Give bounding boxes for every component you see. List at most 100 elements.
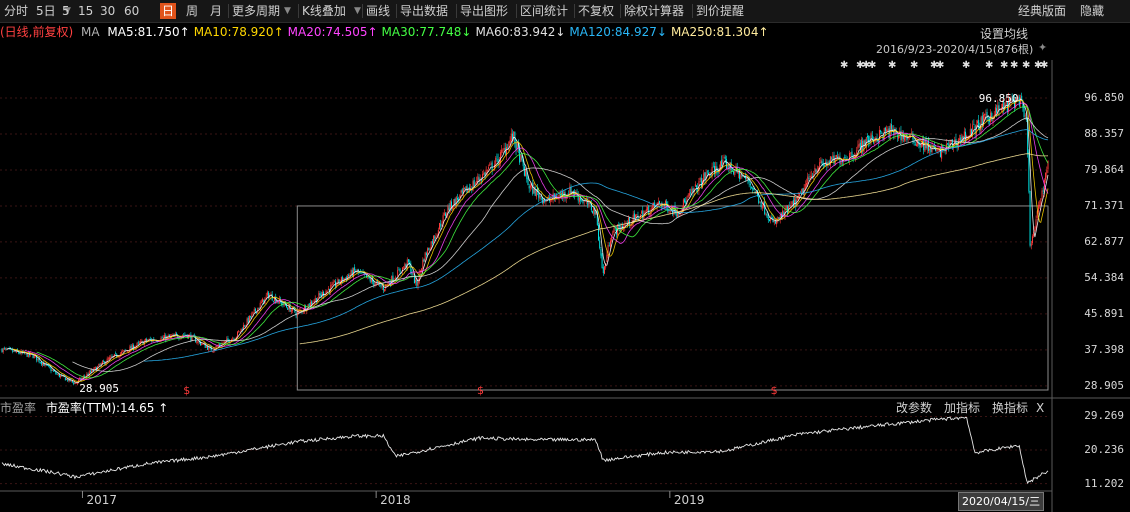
kline-candle	[336, 284, 338, 287]
pin-icon[interactable]: ✦	[1038, 41, 1048, 54]
kline-candle	[1037, 205, 1039, 213]
kline-candle	[385, 284, 387, 289]
kline-candle	[779, 214, 781, 220]
period-tab-0[interactable]: 分时	[4, 4, 29, 18]
switch-indicator-button[interactable]: 换指标	[992, 401, 1029, 415]
kline-candle	[985, 113, 987, 115]
period-tab-6[interactable]: 日	[160, 3, 177, 19]
kline-candle	[798, 192, 800, 197]
kline-candle	[645, 209, 647, 211]
event-star-icon[interactable]: ✱	[888, 60, 896, 71]
dropdown-chevron-icon[interactable]: ▼	[64, 6, 71, 16]
period-tab-8[interactable]: 月	[210, 4, 223, 18]
kline-candle	[411, 272, 413, 275]
event-star-icon[interactable]: ✱	[862, 60, 870, 71]
ma-legend-item-ma250: MA250:81.304↑	[670, 25, 769, 39]
period-tab-16[interactable]: 除权计算器	[624, 4, 685, 18]
event-star-icon[interactable]: ✱	[856, 60, 864, 71]
classic-layout-button[interactable]: 经典版面	[1018, 4, 1067, 18]
event-star-icon[interactable]: ✱	[840, 60, 848, 71]
kline-candle	[148, 339, 150, 340]
kline-candle	[498, 161, 500, 164]
kline-candle	[351, 270, 353, 277]
event-star-icon[interactable]: ✱	[1000, 60, 1008, 71]
kline-candle	[425, 253, 427, 256]
kline-candle	[911, 132, 913, 135]
kline-candle	[753, 187, 755, 191]
event-star-icon[interactable]: ✱	[936, 60, 944, 71]
kline-candle	[228, 339, 230, 343]
interval-selection-box[interactable]	[296, 205, 1049, 391]
change-params-button[interactable]: 改参数	[896, 401, 933, 415]
event-star-icon[interactable]: ✱	[930, 60, 938, 71]
kline-candle	[196, 342, 198, 343]
period-tab-1[interactable]: 5日	[36, 4, 56, 18]
period-tab-12[interactable]: 导出数据	[400, 4, 449, 18]
period-tab-14[interactable]: 区间统计	[520, 4, 569, 18]
kline-candle	[691, 188, 693, 193]
period-tab-9[interactable]: 更多周期	[232, 4, 281, 18]
event-star-icon[interactable]: ✱	[1034, 60, 1042, 71]
event-star-icon[interactable]: ✱	[985, 60, 993, 71]
event-star-icon[interactable]: ✱	[962, 60, 970, 71]
kline-candle	[39, 362, 41, 364]
kline-candle	[704, 172, 706, 181]
dividend-marker-icon[interactable]: $	[183, 384, 190, 397]
kline-candle	[38, 357, 40, 362]
kline-candle	[107, 358, 109, 360]
period-tab-10[interactable]: K线叠加	[302, 4, 346, 18]
kline-candle	[370, 278, 372, 283]
close-icon[interactable]: X	[1036, 401, 1045, 415]
period-tab-5[interactable]: 60	[124, 4, 140, 18]
kline-candle	[36, 355, 38, 361]
kline-candle	[706, 171, 708, 173]
kline-candle	[533, 186, 535, 194]
event-star-icon[interactable]: ✱	[1010, 60, 1018, 71]
period-tab-15[interactable]: 不复权	[578, 4, 615, 18]
kline-candle	[574, 193, 576, 196]
kline-candle	[271, 294, 273, 301]
period-tab-2[interactable]: 5	[62, 4, 70, 18]
kline-candle	[1015, 97, 1017, 108]
event-star-icon[interactable]: ✱	[1022, 60, 1030, 71]
toolbar-divider	[456, 4, 457, 18]
period-tab-11[interactable]: 画线	[366, 4, 391, 18]
kline-candle	[577, 194, 579, 201]
dropdown-chevron-icon[interactable]: ▼	[354, 6, 361, 16]
kline-candle	[501, 149, 503, 153]
period-tab-7[interactable]: 周	[186, 4, 199, 18]
event-markers[interactable]: ✱ ✱✱✱ ✱ ✱ ✱✱ ✱ ✱ ✱ ✱ ✱ ✱✱	[840, 60, 1048, 71]
period-tab-13[interactable]: 导出图形	[460, 4, 509, 18]
pe-tick-label: 11.202	[1084, 476, 1124, 490]
kline-candle	[965, 131, 967, 143]
kline-candle	[537, 187, 539, 192]
period-tab-4[interactable]: 30	[100, 4, 116, 18]
add-indicator-button[interactable]: 加指标	[944, 401, 981, 415]
ma-legend-item-ma120: MA120:84.927↓	[569, 25, 667, 39]
dropdown-chevron-icon[interactable]: ▼	[284, 6, 291, 16]
kline-candle	[244, 325, 246, 327]
event-star-icon[interactable]: ✱	[910, 60, 918, 71]
hide-button[interactable]: 隐藏	[1080, 4, 1105, 18]
ma-legend-item-ma60: MA60:83.942↓	[475, 25, 566, 39]
kline-candle	[654, 202, 656, 206]
kline-candle	[951, 139, 953, 149]
event-star-icon[interactable]: ✱	[1040, 60, 1048, 71]
kline-candle	[1031, 236, 1033, 244]
dividend-marker-icon[interactable]: $	[771, 384, 778, 397]
kline-candle	[67, 378, 69, 382]
kline-candle	[476, 181, 478, 182]
kline-candle	[315, 298, 317, 303]
kline-candle	[516, 143, 518, 149]
kline-candle	[141, 340, 143, 342]
period-tab-3[interactable]: 15	[78, 4, 94, 18]
period-tab-17[interactable]: 到价提醒	[696, 4, 745, 18]
kline-candle	[1035, 219, 1037, 229]
ma-settings-button[interactable]: 设置均线	[980, 27, 1029, 41]
event-star-icon[interactable]: ✱	[868, 60, 876, 71]
kline-candle	[908, 134, 910, 137]
kline-candle	[87, 374, 89, 376]
price-tick-label: 62.877	[1084, 234, 1124, 248]
dividend-marker-icon[interactable]: $	[477, 384, 484, 397]
